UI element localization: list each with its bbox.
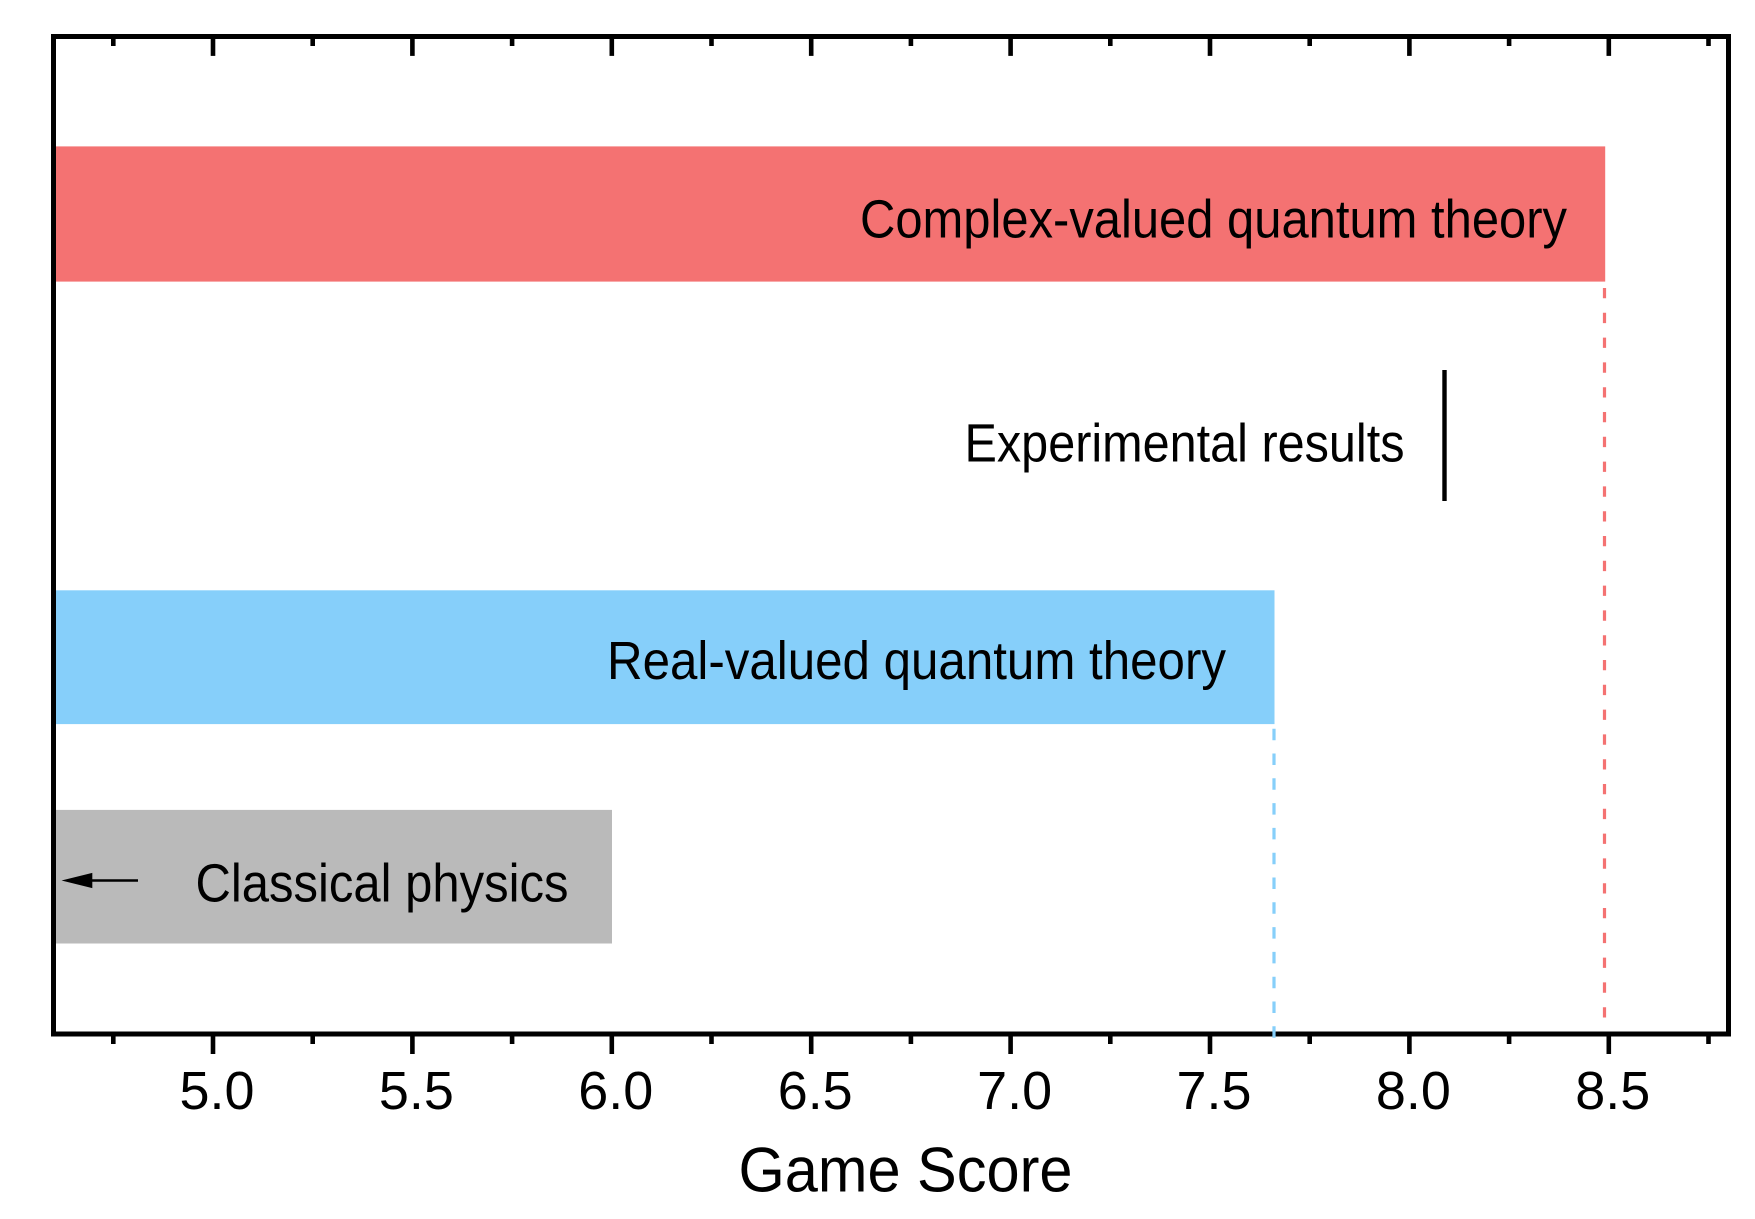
svg-text:6.5: 6.5 bbox=[778, 1061, 853, 1121]
svg-text:7.5: 7.5 bbox=[1177, 1061, 1252, 1121]
svg-text:7.0: 7.0 bbox=[977, 1061, 1052, 1121]
svg-text:Classical physics: Classical physics bbox=[196, 855, 569, 914]
svg-text:Real-valued quantum theory: Real-valued quantum theory bbox=[607, 632, 1226, 691]
svg-text:Game Score: Game Score bbox=[739, 1135, 1073, 1205]
svg-text:Complex-valued quantum theory: Complex-valued quantum theory bbox=[860, 191, 1567, 250]
svg-text:Experimental results: Experimental results bbox=[965, 415, 1405, 474]
svg-text:5.5: 5.5 bbox=[379, 1061, 454, 1121]
svg-text:5.0: 5.0 bbox=[180, 1061, 255, 1121]
svg-text:6.0: 6.0 bbox=[578, 1061, 653, 1121]
svg-text:8.0: 8.0 bbox=[1376, 1061, 1451, 1121]
svg-text:8.5: 8.5 bbox=[1575, 1061, 1650, 1121]
